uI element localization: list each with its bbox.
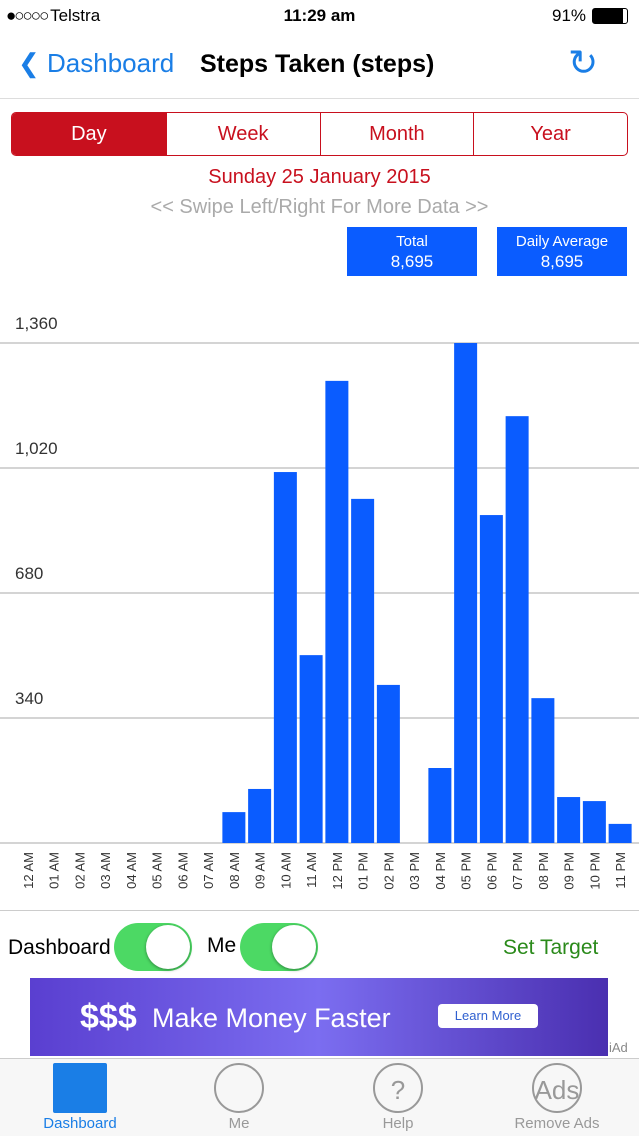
ad-symbol: $$$ (80, 998, 137, 1036)
bar (325, 380, 349, 843)
x-tick-label: 06 AM (175, 852, 190, 889)
ad-button: Learn More (438, 1004, 538, 1028)
segment[interactable]: Week (165, 113, 320, 155)
segment[interactable]: Month (319, 113, 474, 155)
stat-label: Total (396, 233, 428, 250)
stat-value: 8,695 (390, 252, 434, 271)
stat-box: Daily Average 8,695 (497, 227, 627, 276)
x-tick-label: 10 AM (278, 852, 293, 889)
carrier-name: Telstra (50, 6, 101, 25)
tab[interactable]: ? Help (323, 1063, 473, 1132)
y-tick-label: 1,020 (15, 439, 58, 458)
segment[interactable]: Year (473, 113, 627, 155)
y-tick-label: 340 (15, 689, 43, 708)
toggle-label: Me (207, 934, 237, 957)
stat-value: 8,695 (540, 252, 584, 271)
tab[interactable]: Ads Remove Ads (482, 1063, 632, 1132)
x-tick-label: 11 PM (613, 852, 628, 889)
x-tick-label: 02 AM (72, 852, 87, 889)
tab-icon: Ads (532, 1063, 582, 1113)
x-tick-label: 12 AM (21, 852, 36, 889)
bar (557, 797, 581, 843)
tab-icon (53, 1063, 107, 1113)
nav-divider (0, 98, 639, 99)
date: Sunday 25 January 2015 (208, 166, 431, 188)
back-button[interactable]: ❮ Dashboard (18, 48, 175, 78)
bar (531, 698, 555, 843)
tab-label: Remove Ads (514, 1115, 600, 1132)
bar (428, 768, 452, 843)
x-tick-label: 04 PM (433, 852, 448, 890)
tab-label: Help (382, 1115, 414, 1132)
x-tick-label: 01 PM (356, 852, 371, 890)
x-tick-label: 05 PM (459, 852, 474, 890)
nav-title: Steps Taken (steps) (200, 50, 435, 78)
refresh-button[interactable]: ↻ (568, 42, 599, 83)
bar (479, 515, 503, 843)
me-toggle[interactable] (240, 923, 318, 971)
bar (454, 343, 478, 843)
x-tick-label: 02 PM (381, 852, 396, 890)
tab[interactable]: Dashboard (5, 1063, 155, 1132)
set-target[interactable]: Set Target (503, 936, 599, 959)
bar (608, 823, 632, 843)
bar (505, 416, 529, 843)
stat-label: Daily Average (515, 233, 609, 250)
tab-icon (214, 1063, 264, 1113)
bar (273, 472, 297, 843)
back-label: Dashboard (47, 48, 175, 78)
segmented-control: Day Week Month Year (11, 112, 628, 156)
tab[interactable]: Me (164, 1063, 314, 1132)
x-tick-label: 03 PM (407, 852, 422, 890)
stat-box: Total 8,695 (347, 227, 477, 276)
tab-bar: Dashboard Me? Help Ads Remove Ads (0, 1058, 639, 1136)
y-tick-label: 1,360 (15, 314, 58, 333)
x-tick-label: 06 PM (484, 852, 499, 890)
battery: 91% (552, 6, 587, 25)
dashboard-toggle[interactable] (114, 923, 192, 971)
segment[interactable]: Day (12, 113, 166, 155)
tab-label: Dashboard (43, 1115, 117, 1132)
bar (376, 684, 400, 843)
signal: ●○○○○ (6, 6, 51, 25)
x-tick-label: 11 AM (304, 852, 319, 888)
bar (582, 801, 606, 843)
x-tick-label: 09 AM (253, 852, 268, 889)
x-tick-label: 03 AM (98, 852, 113, 889)
x-tick-label: 08 AM (227, 852, 242, 889)
chart: 340 680 1,020 1,360 12 AM 01 AM 02 AM 03 AM 04 A… (0, 314, 639, 890)
x-tick-label: 01 AM (47, 852, 62, 889)
y-tick-label: 680 (15, 564, 43, 583)
ad-text: Make Money Faster (152, 1003, 391, 1033)
bar (299, 655, 323, 843)
ad-banner[interactable]: $$$ Make Money Faster Learn More (30, 978, 608, 1056)
bar (351, 498, 375, 843)
x-tick-label: 10 PM (587, 852, 602, 890)
x-tick-label: 12 PM (330, 852, 345, 890)
x-tick-label: 04 AM (124, 852, 139, 889)
tab-icon: ? (373, 1063, 423, 1113)
tab-label: Me (228, 1115, 250, 1132)
carrier: ●○○○○ Telstra (6, 6, 100, 26)
swipe-hint: << Swipe Left/Right For More Data >> (150, 196, 489, 218)
x-tick-label: 08 PM (536, 852, 551, 890)
x-tick-label: 07 AM (201, 852, 216, 889)
x-tick-label: 05 AM (150, 852, 165, 889)
ad-badge: iAd (609, 1040, 628, 1055)
bar (248, 788, 272, 843)
x-tick-label: 07 PM (510, 852, 525, 890)
toggle-label: Dashboard (8, 936, 111, 959)
x-tick-label: 09 PM (562, 852, 577, 890)
chart-divider (0, 910, 639, 911)
clock: 11:29 am (283, 6, 356, 25)
battery-icon (592, 8, 628, 24)
bar (222, 812, 246, 843)
